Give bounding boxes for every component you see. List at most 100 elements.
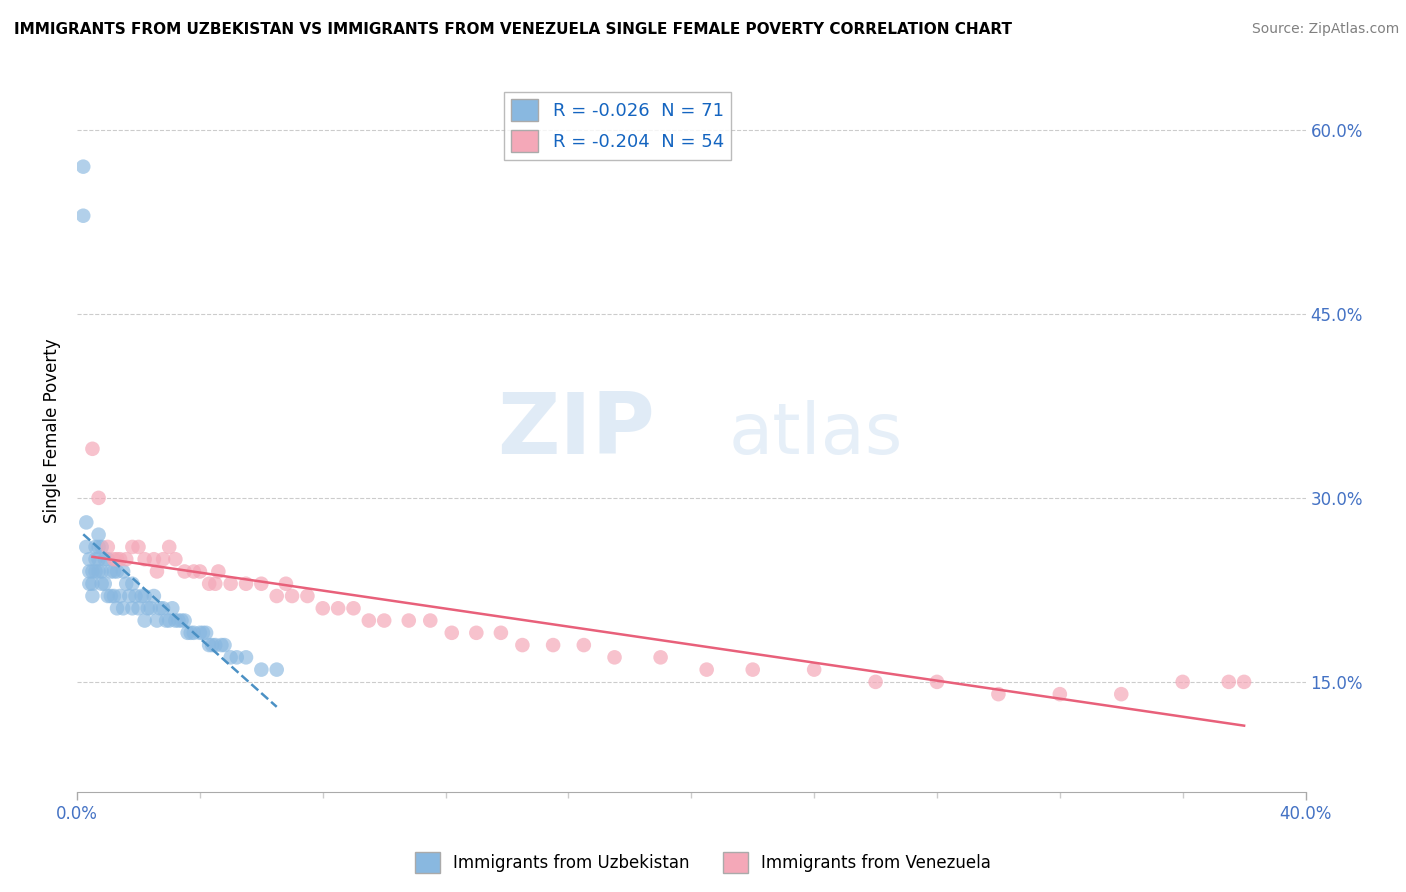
Point	[134, 614, 156, 628]
Point	[157, 614, 180, 628]
Point	[603, 650, 626, 665]
Point	[82, 576, 104, 591]
Point	[100, 565, 122, 579]
Point	[87, 527, 110, 541]
Point	[72, 209, 94, 223]
Point	[650, 650, 672, 665]
Point	[312, 601, 335, 615]
Point	[465, 625, 488, 640]
Point	[142, 552, 165, 566]
Point	[198, 638, 221, 652]
Point	[219, 576, 242, 591]
Point	[142, 589, 165, 603]
Point	[139, 601, 162, 615]
Point	[165, 614, 187, 628]
Point	[398, 614, 420, 628]
Point	[134, 589, 156, 603]
Point	[987, 687, 1010, 701]
Point	[572, 638, 595, 652]
Point	[112, 601, 135, 615]
Point	[512, 638, 534, 652]
Point	[105, 565, 128, 579]
Point	[121, 601, 143, 615]
Point	[204, 576, 226, 591]
Point	[274, 576, 297, 591]
Point	[170, 614, 193, 628]
Point	[167, 614, 190, 628]
Point	[97, 552, 120, 566]
Point	[108, 589, 131, 603]
Point	[183, 565, 205, 579]
Point	[201, 638, 224, 652]
Point	[1218, 674, 1240, 689]
Point	[90, 565, 112, 579]
Point	[136, 601, 159, 615]
Point	[75, 540, 97, 554]
Text: IMMIGRANTS FROM UZBEKISTAN VS IMMIGRANTS FROM VENEZUELA SINGLE FEMALE POVERTY CO: IMMIGRANTS FROM UZBEKISTAN VS IMMIGRANTS…	[14, 22, 1012, 37]
Point	[198, 576, 221, 591]
Point	[87, 552, 110, 566]
Point	[79, 565, 101, 579]
Point	[115, 552, 138, 566]
Point	[131, 589, 153, 603]
Point	[1049, 687, 1071, 701]
Point	[121, 540, 143, 554]
Point	[266, 663, 288, 677]
Point	[195, 625, 218, 640]
Point	[357, 614, 380, 628]
Point	[1171, 674, 1194, 689]
Point	[440, 625, 463, 640]
Point	[79, 552, 101, 566]
Point	[112, 565, 135, 579]
Point	[157, 540, 180, 554]
Point	[146, 614, 169, 628]
Point	[146, 565, 169, 579]
Point	[1109, 687, 1132, 701]
Point	[105, 601, 128, 615]
Y-axis label: Single Female Poverty: Single Female Poverty	[44, 338, 60, 523]
Point	[118, 589, 141, 603]
Point	[100, 589, 122, 603]
Text: ZIP: ZIP	[496, 389, 654, 472]
Point	[72, 160, 94, 174]
Point	[250, 663, 273, 677]
Point	[97, 540, 120, 554]
Point	[1233, 674, 1256, 689]
Legend: R = -0.026  N = 71, R = -0.204  N = 54: R = -0.026 N = 71, R = -0.204 N = 54	[503, 92, 731, 160]
Point	[134, 552, 156, 566]
Point	[204, 638, 226, 652]
Point	[235, 576, 257, 591]
Point	[180, 625, 202, 640]
Point	[188, 565, 211, 579]
Point	[128, 540, 150, 554]
Point	[207, 565, 229, 579]
Point	[103, 552, 125, 566]
Point	[188, 625, 211, 640]
Point	[103, 589, 125, 603]
Point	[155, 614, 177, 628]
Point	[925, 674, 948, 689]
Point	[152, 601, 174, 615]
Point	[209, 638, 232, 652]
Point	[149, 601, 172, 615]
Point	[266, 589, 288, 603]
Point	[225, 650, 247, 665]
Point	[696, 663, 718, 677]
Point	[419, 614, 441, 628]
Point	[93, 552, 115, 566]
Point	[75, 516, 97, 530]
Point	[173, 565, 195, 579]
Text: atlas: atlas	[728, 400, 903, 468]
Point	[79, 576, 101, 591]
Legend: Immigrants from Uzbekistan, Immigrants from Venezuela: Immigrants from Uzbekistan, Immigrants f…	[408, 846, 998, 880]
Point	[87, 491, 110, 505]
Point	[219, 650, 242, 665]
Point	[162, 601, 184, 615]
Point	[373, 614, 395, 628]
Point	[84, 565, 107, 579]
Point	[103, 565, 125, 579]
Point	[105, 552, 128, 566]
Point	[165, 552, 187, 566]
Point	[108, 552, 131, 566]
Point	[326, 601, 349, 615]
